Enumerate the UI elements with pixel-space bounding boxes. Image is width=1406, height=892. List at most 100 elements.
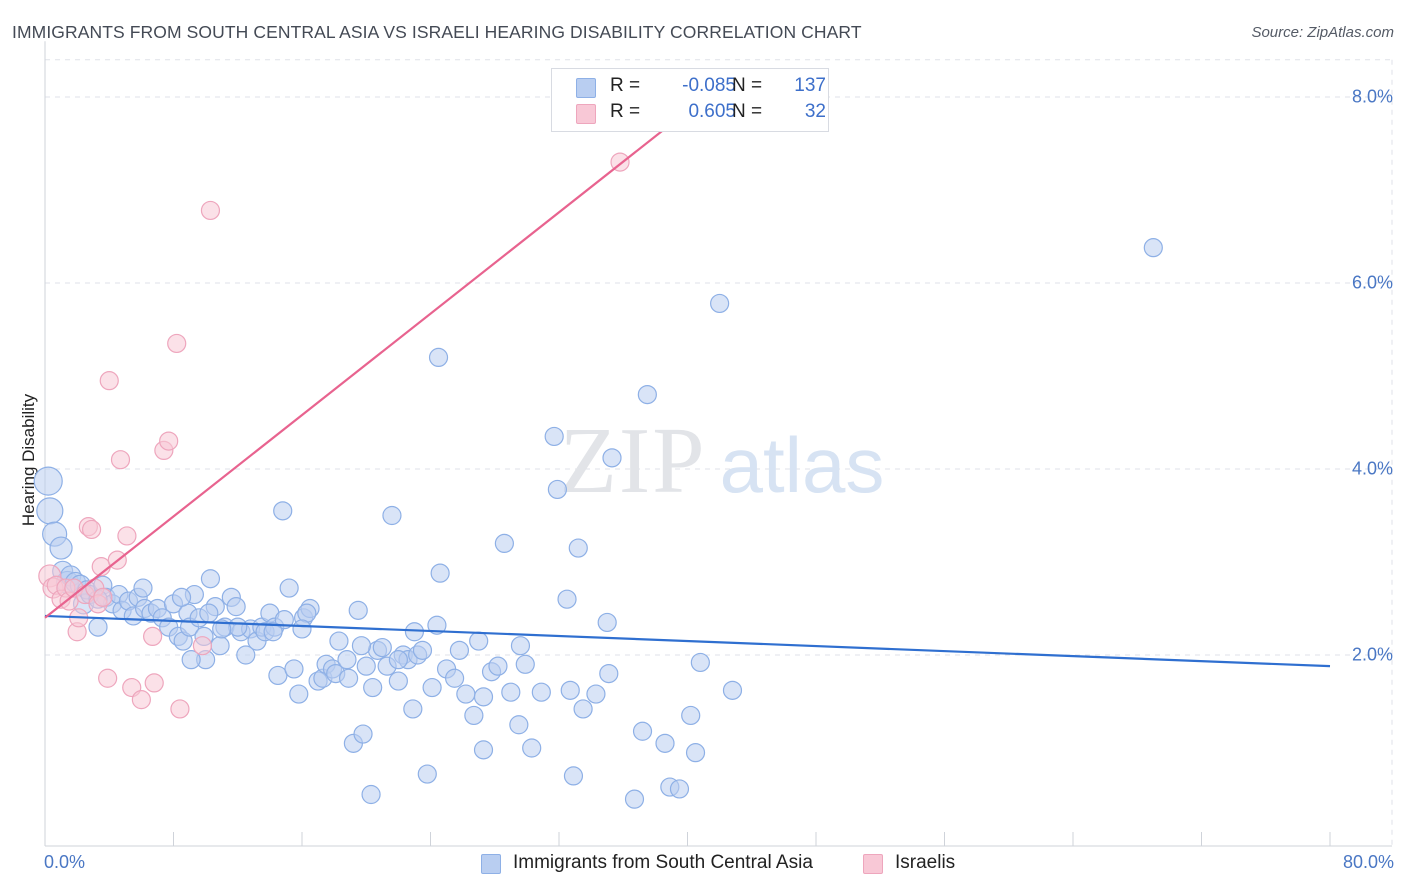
point-immigrants — [624, 789, 645, 809]
point-immigrants — [473, 740, 494, 760]
point-immigrants — [33, 466, 63, 496]
point-immigrants — [444, 668, 465, 688]
legend-label: Immigrants from South Central Asia — [513, 852, 813, 873]
point-immigrants — [547, 479, 567, 500]
trend-line-immigrants — [44, 614, 1331, 668]
point-immigrants — [473, 687, 494, 707]
r-label: R = — [610, 101, 641, 122]
n-value: 137 — [794, 75, 826, 96]
point-israelis — [99, 371, 119, 391]
point-immigrants — [133, 578, 153, 598]
point-israelis — [144, 673, 164, 693]
legend-label: Israelis — [895, 852, 956, 873]
point-immigrants — [531, 682, 551, 702]
point-immigrants — [573, 699, 593, 719]
point-immigrants — [422, 677, 442, 698]
point-israelis — [110, 450, 131, 470]
point-immigrants — [88, 617, 108, 637]
grid-lines — [45, 59, 1393, 846]
point-immigrants — [710, 293, 730, 314]
point-immigrants — [49, 536, 73, 560]
point-immigrants — [544, 426, 564, 447]
point-israelis — [159, 431, 179, 451]
point-immigrants — [427, 615, 447, 635]
point-israelis — [167, 333, 187, 354]
point-immigrants — [568, 538, 588, 558]
point-immigrants — [509, 715, 529, 735]
point-immigrants — [685, 743, 706, 763]
point-immigrants — [226, 597, 246, 617]
point-immigrants — [404, 622, 425, 642]
point-immigrants — [522, 738, 542, 758]
r-value: -0.085 — [682, 75, 736, 96]
r-label: R = — [610, 75, 641, 96]
point-immigrants — [722, 680, 743, 700]
x-tick-label-min: 0.0% — [44, 852, 86, 872]
point-immigrants — [563, 766, 584, 786]
y-tick-label: 4.0% — [1351, 458, 1393, 479]
point-immigrants — [597, 612, 617, 633]
point-immigrants — [273, 501, 293, 521]
n-value: 32 — [804, 101, 826, 122]
point-israelis — [200, 200, 221, 221]
point-immigrants — [669, 779, 690, 799]
point-immigrants — [236, 645, 256, 665]
point-immigrants — [388, 650, 408, 670]
point-immigrants — [351, 636, 372, 656]
point-immigrants — [464, 705, 484, 726]
trend-lines — [44, 110, 1331, 668]
point-immigrants — [690, 652, 710, 673]
axes — [44, 41, 1392, 847]
point-immigrants — [456, 684, 476, 704]
point-immigrants — [599, 663, 619, 684]
point-immigrants — [602, 448, 622, 468]
point-immigrants — [289, 684, 309, 704]
point-immigrants — [268, 665, 288, 686]
x-tick-label-max: 80.0% — [1342, 852, 1394, 872]
y-tick-label: 8.0% — [1351, 86, 1393, 107]
point-immigrants — [284, 659, 304, 679]
point-immigrants — [510, 636, 531, 656]
point-immigrants — [681, 705, 701, 726]
point-immigrants — [412, 640, 433, 660]
n-label: N = — [732, 101, 763, 122]
r-value: 0.605 — [688, 101, 736, 122]
point-immigrants — [212, 619, 232, 639]
series-legend: Immigrants from South Central Asia Israe… — [0, 852, 1406, 878]
point-immigrants — [388, 671, 408, 691]
point-israelis — [81, 519, 102, 540]
point-immigrants — [356, 656, 376, 676]
point-immigrants — [337, 650, 357, 670]
point-immigrants — [417, 764, 437, 784]
point-immigrants — [494, 533, 514, 554]
point-immigrants — [263, 622, 283, 642]
point-immigrants — [632, 721, 653, 741]
chart-title: IMMIGRANTS FROM SOUTH CENTRAL ASIA VS IS… — [12, 22, 862, 42]
legend-swatch-pink — [863, 854, 883, 874]
watermark-zip: ZIP — [560, 409, 707, 513]
point-immigrants — [36, 497, 64, 525]
point-immigrants — [292, 619, 312, 639]
watermark-atlas: atlas — [720, 421, 885, 509]
point-immigrants — [329, 631, 349, 651]
point-immigrants — [655, 733, 675, 753]
legend-swatch-pink — [576, 104, 596, 124]
point-immigrants — [488, 656, 508, 676]
point-immigrants — [297, 603, 317, 623]
point-immigrants — [515, 654, 535, 674]
point-immigrants — [363, 677, 383, 698]
point-immigrants — [181, 650, 201, 670]
data-points — [33, 152, 1163, 809]
point-immigrants — [449, 640, 470, 660]
point-israelis — [143, 626, 163, 647]
point-immigrants — [171, 587, 192, 607]
point-israelis — [98, 668, 118, 688]
legend-swatch-blue — [576, 78, 596, 98]
trend-line-israelis — [44, 110, 689, 619]
point-immigrants — [353, 724, 373, 744]
point-immigrants — [348, 600, 368, 620]
legend-swatch-blue — [481, 854, 501, 874]
point-immigrants — [228, 617, 248, 637]
point-immigrants — [557, 589, 577, 609]
